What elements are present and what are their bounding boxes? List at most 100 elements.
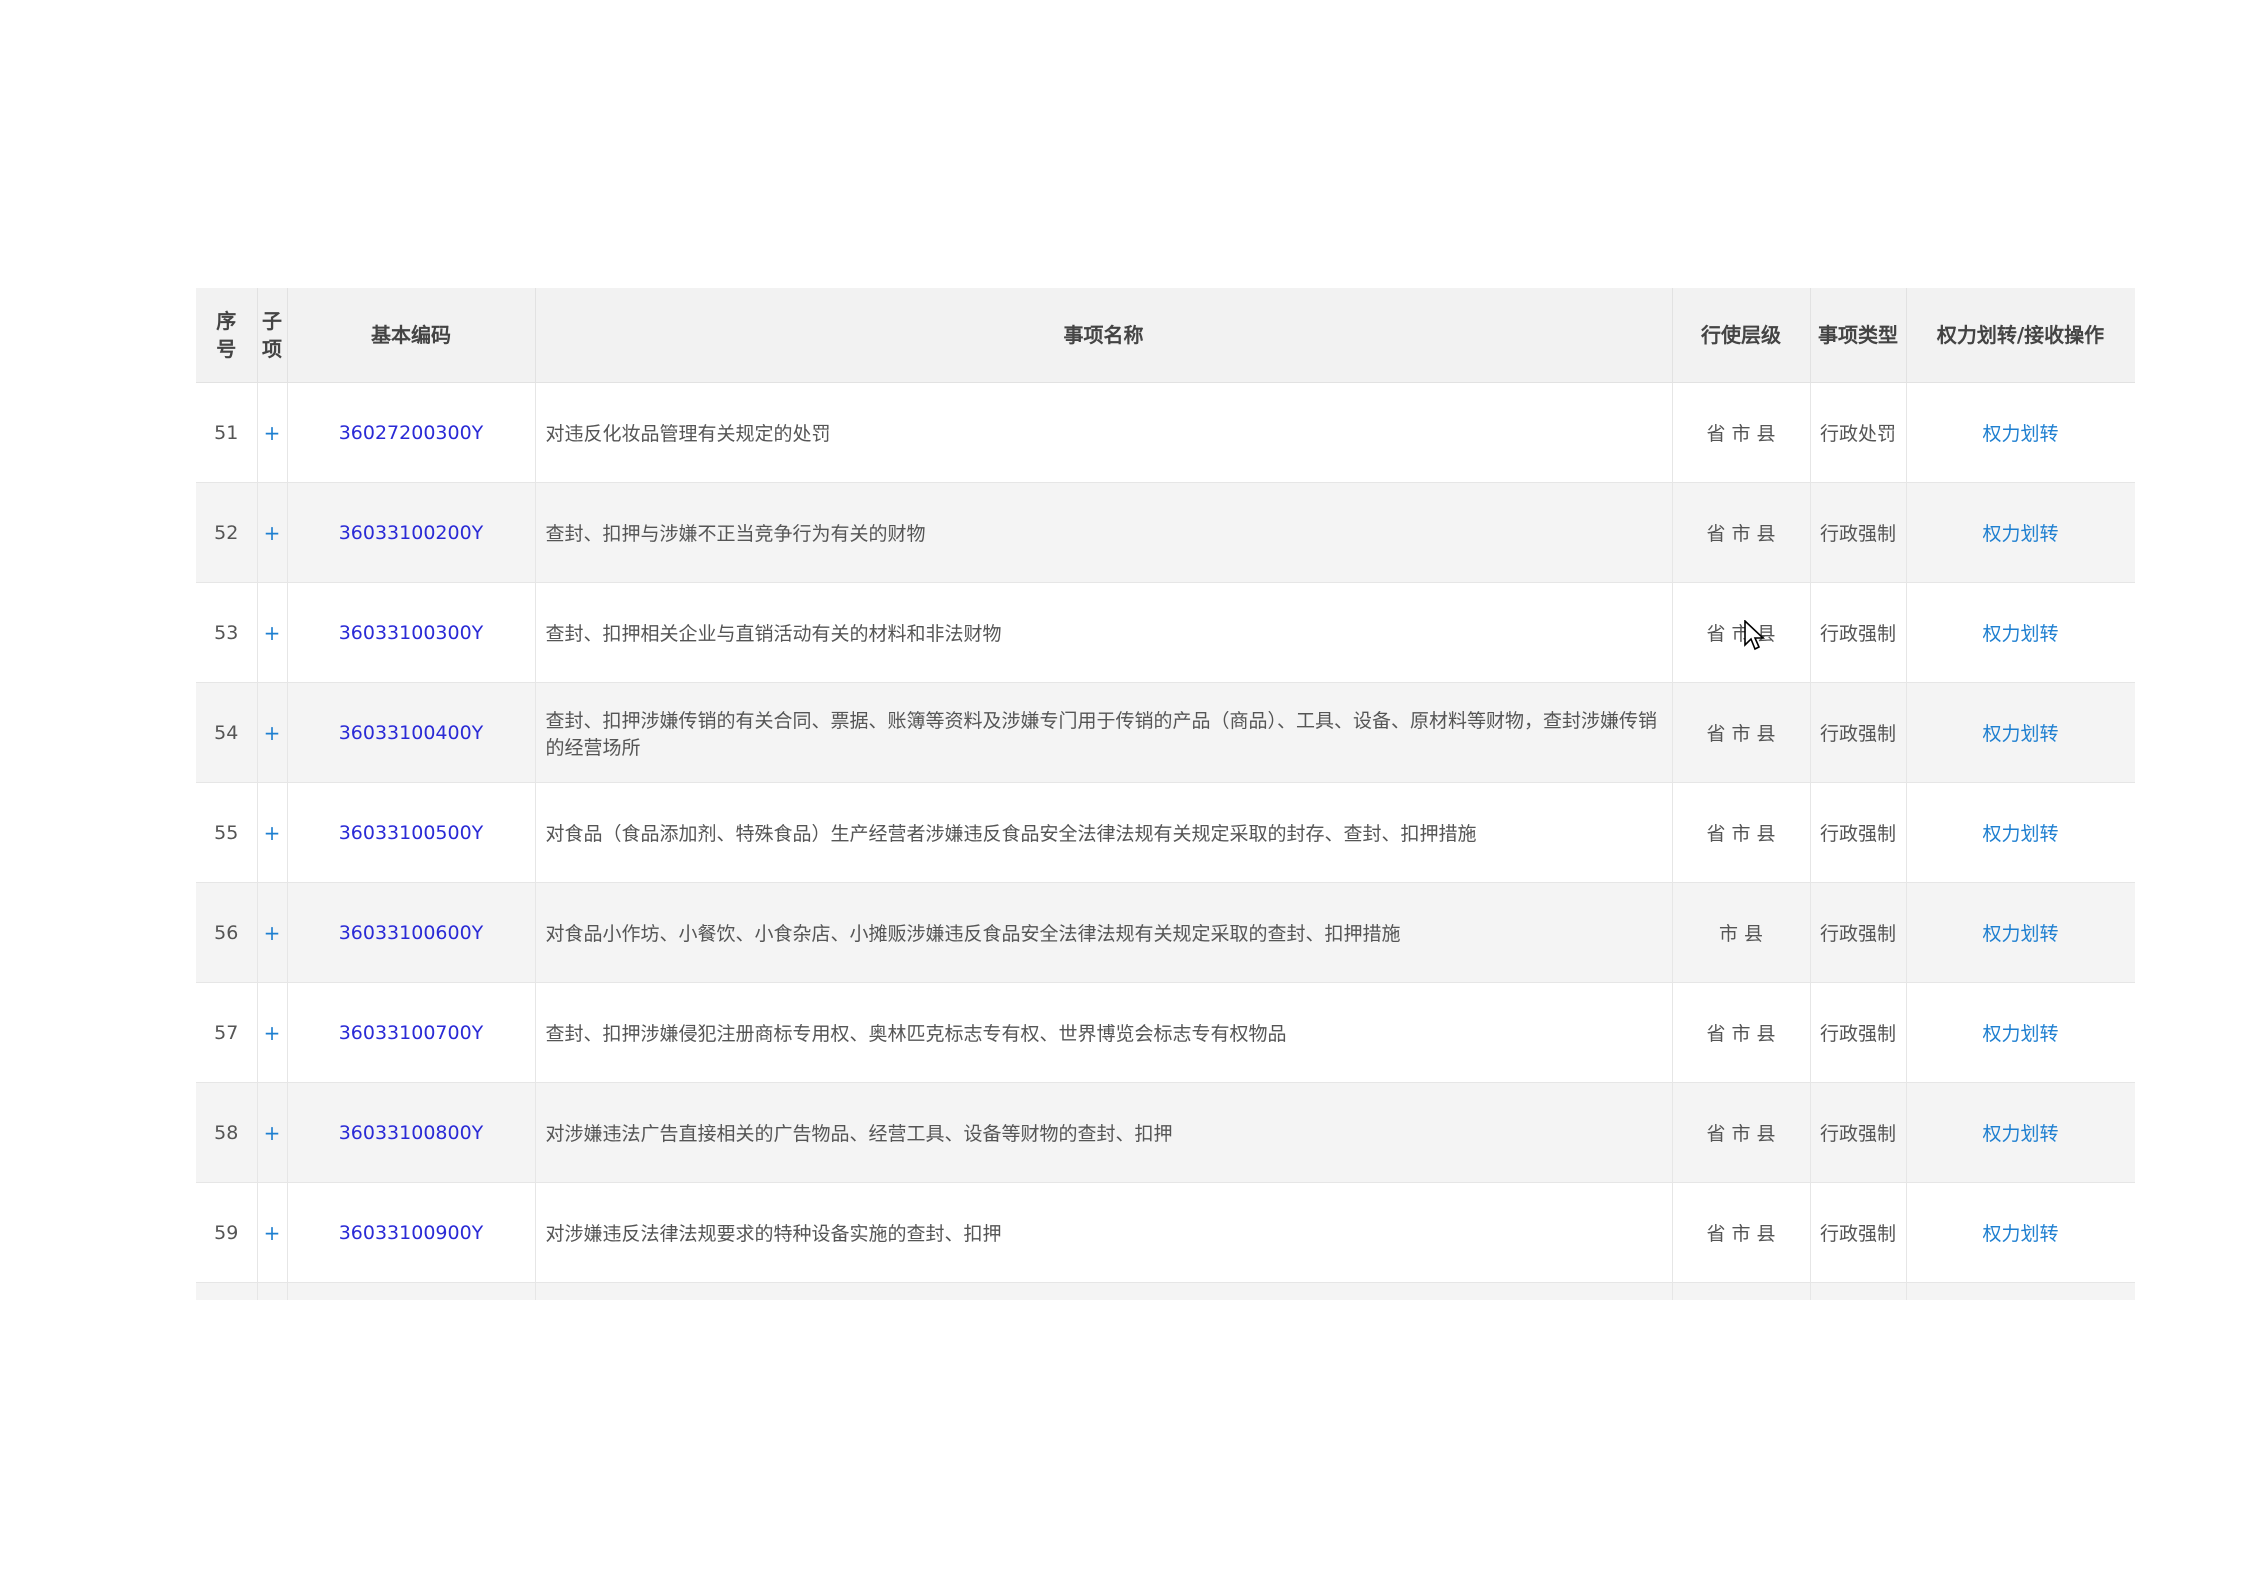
expand-plus-icon[interactable]: + [263, 920, 281, 945]
header-code: 基本编码 [287, 288, 536, 383]
level-cell: 省 市 县 [1672, 382, 1811, 483]
transfer-link[interactable]: 权力划转 [1982, 423, 2059, 445]
item-name-cell: 查封、扣押涉嫌传销的有关合同、票据、账簿等资料及涉嫌专门用于传销的产品（商品）、… [545, 709, 1658, 759]
expand-plus-icon[interactable]: + [263, 620, 281, 645]
code-link[interactable]: 36027200300Y [338, 421, 484, 444]
code-cell: 36033100400Y [287, 682, 536, 783]
table-row: 51 +36027200300Y 对违反化妆品管理有关规定的处罚 省 市 县 行政处罚 权… [196, 382, 2135, 483]
seq-cell: 55 [214, 821, 239, 844]
code-cell: 36033100300Y [287, 582, 536, 683]
type-cell: 行政强制 [1819, 923, 1896, 945]
code-cell: 36027200300Y [287, 382, 536, 483]
level-cell: 省 市 县 [1706, 623, 1776, 645]
seq-cell: 54 [214, 721, 239, 744]
table-row-partial [196, 1282, 2135, 1300]
item-name-cell: 查封、扣押涉嫌传销的有关合同、票据、账簿等资料及涉嫌专门用于传销的产品（商品）、… [535, 682, 1673, 783]
level-cell: 省 市 县 [1672, 482, 1811, 583]
type-cell: 行政强制 [1819, 1223, 1896, 1245]
seq-cell: 53 [214, 621, 239, 644]
type-cell: 行政强制 [1810, 882, 1907, 983]
item-name-cell: 对食品小作坊、小餐饮、小食杂店、小摊贩涉嫌违反食品安全法律法规有关规定采取的查封… [535, 882, 1673, 983]
expand-plus-icon[interactable]: + [263, 820, 281, 845]
seq-cell: 57 [196, 982, 258, 1083]
transfer-cell: 权力划转 [1906, 682, 2135, 783]
header-level: 行使层级 [1672, 288, 1811, 383]
transfer-cell: 权力划转 [1906, 982, 2135, 1083]
item-name-cell: 对违反化妆品管理有关规定的处罚 [535, 382, 1673, 483]
empty-cell [1810, 1282, 1907, 1300]
transfer-link[interactable]: 权力划转 [1982, 623, 2059, 645]
header-sub: 子项 [257, 288, 288, 383]
level-cell: 省 市 县 [1672, 1082, 1811, 1183]
header-type: 事项类型 [1810, 288, 1907, 383]
item-name-cell: 对涉嫌违反法律法规要求的特种设备实施的查封、扣押 [535, 1182, 1673, 1283]
item-name-cell: 对食品（食品添加剂、特殊食品）生产经营者涉嫌违反食品安全法律法规有关规定采取的封… [535, 782, 1673, 883]
type-cell: 行政强制 [1810, 782, 1907, 883]
items-table: 序号 子项 基本编码 事项名称 行使层级 事项类型 权力划转/接收操作 51 +3… [196, 288, 2135, 1300]
seq-cell: 52 [214, 521, 239, 544]
level-cell: 省 市 县 [1706, 1223, 1776, 1245]
transfer-cell: 权力划转 [1906, 482, 2135, 583]
transfer-cell: 权力划转 [1906, 582, 2135, 683]
seq-cell: 55 [196, 782, 258, 883]
transfer-cell: 权力划转 [1906, 1182, 2135, 1283]
item-name-cell: 查封、扣押与涉嫌不正当竞争行为有关的财物 [545, 523, 926, 545]
transfer-link[interactable]: 权力划转 [1982, 1223, 2059, 1245]
table-row: 52 +36033100200Y 查封、扣押与涉嫌不正当竞争行为有关的财物 省 市 县… [196, 482, 2135, 583]
expand-plus-cell: + [257, 782, 288, 883]
code-cell: 36033100600Y [287, 882, 536, 983]
empty-cell [535, 1282, 1673, 1300]
code-link[interactable]: 36033100700Y [338, 1021, 484, 1044]
code-link[interactable]: 36033100800Y [338, 1121, 484, 1144]
table-row: 54 +36033100400Y 查封、扣押涉嫌传销的有关合同、票据、账簿等资料及涉… [196, 682, 2135, 783]
item-name-cell: 对食品小作坊、小餐饮、小食杂店、小摊贩涉嫌违反食品安全法律法规有关规定采取的查封… [545, 923, 1401, 945]
transfer-link[interactable]: 权力划转 [1982, 823, 2059, 845]
level-cell: 省 市 县 [1672, 682, 1811, 783]
empty-cell [287, 1282, 536, 1300]
code-cell: 36033100800Y [287, 1082, 536, 1183]
transfer-link[interactable]: 权力划转 [1982, 923, 2059, 945]
seq-cell: 54 [196, 682, 258, 783]
code-link[interactable]: 36033100400Y [338, 721, 484, 744]
seq-cell: 56 [214, 921, 239, 944]
level-cell: 省 市 县 [1706, 523, 1776, 545]
expand-plus-icon[interactable]: + [263, 1120, 281, 1145]
table-row: 55 +36033100500Y 对食品（食品添加剂、特殊食品）生产经营者涉嫌违反食… [196, 782, 2135, 883]
expand-plus-icon[interactable]: + [263, 1020, 281, 1045]
header-seq-top: 序 [216, 309, 237, 333]
transfer-link[interactable]: 权力划转 [1982, 723, 2059, 745]
expand-plus-cell: + [257, 582, 288, 683]
code-link[interactable]: 36033100500Y [338, 821, 484, 844]
code-link[interactable]: 36033100200Y [338, 521, 484, 544]
level-cell: 市 县 [1718, 923, 1764, 945]
transfer-link[interactable]: 权力划转 [1982, 1123, 2059, 1145]
expand-plus-icon[interactable]: + [263, 420, 281, 445]
transfer-cell: 权力划转 [1906, 782, 2135, 883]
seq-cell: 59 [196, 1182, 258, 1283]
transfer-link[interactable]: 权力划转 [1982, 523, 2059, 545]
item-name-cell: 对食品（食品添加剂、特殊食品）生产经营者涉嫌违反食品安全法律法规有关规定采取的封… [545, 823, 1477, 845]
code-link[interactable]: 36033100900Y [338, 1221, 484, 1244]
expand-plus-icon[interactable]: + [263, 1220, 281, 1245]
table-row: 57 +36033100700Y 查封、扣押涉嫌侵犯注册商标专用权、奥林匹克标志专有… [196, 982, 2135, 1083]
expand-plus-icon[interactable]: + [263, 720, 281, 745]
type-cell: 行政强制 [1810, 682, 1907, 783]
level-cell: 省 市 县 [1706, 1023, 1776, 1045]
type-cell: 行政处罚 [1819, 423, 1896, 445]
expand-plus-icon[interactable]: + [263, 520, 281, 545]
code-link[interactable]: 36033100300Y [338, 621, 484, 644]
level-cell: 省 市 县 [1672, 782, 1811, 883]
empty-cell [1906, 1282, 2135, 1300]
type-cell: 行政强制 [1810, 1082, 1907, 1183]
level-cell: 省 市 县 [1706, 1123, 1776, 1145]
type-cell: 行政强制 [1819, 523, 1896, 545]
table-row: 56 +36033100600Y 对食品小作坊、小餐饮、小食杂店、小摊贩涉嫌违反食品… [196, 882, 2135, 983]
type-cell: 行政强制 [1819, 623, 1896, 645]
transfer-cell: 权力划转 [1906, 882, 2135, 983]
seq-cell: 59 [214, 1221, 239, 1244]
code-link[interactable]: 36033100600Y [338, 921, 484, 944]
seq-cell: 58 [196, 1082, 258, 1183]
item-name-cell: 查封、扣押相关企业与直销活动有关的材料和非法财物 [535, 582, 1673, 683]
level-cell: 省 市 县 [1672, 982, 1811, 1083]
transfer-link[interactable]: 权力划转 [1982, 1023, 2059, 1045]
